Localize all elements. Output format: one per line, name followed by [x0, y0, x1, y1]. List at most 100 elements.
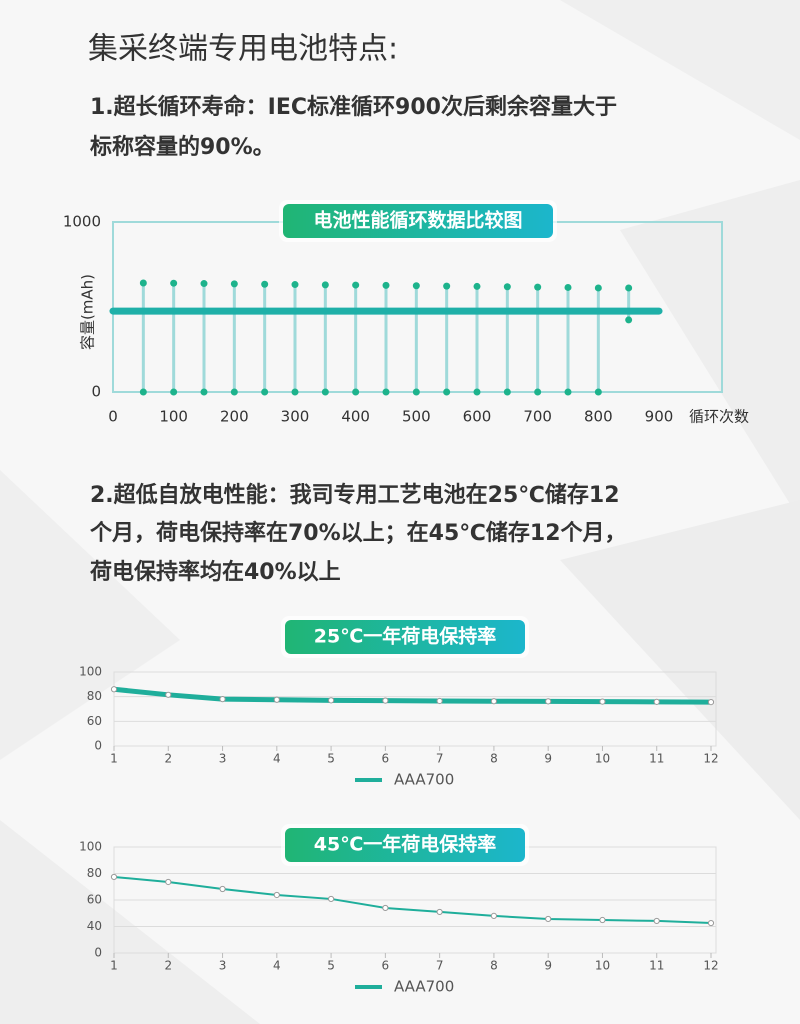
bg-shard	[0, 470, 180, 760]
high-marker	[321, 281, 329, 289]
y-tick-label: 80	[87, 866, 102, 880]
low-marker	[352, 388, 360, 396]
x-tick-label: 400	[341, 408, 370, 426]
low-marker	[443, 388, 451, 396]
y-tick-label: 0	[94, 739, 102, 753]
chart-title: 电池性能循环数据比较图	[313, 209, 522, 232]
bg-shard	[560, 500, 800, 820]
x-tick-label: 8	[490, 752, 498, 766]
x-tick-label: 12	[703, 752, 718, 766]
high-marker	[261, 280, 269, 288]
point-marker	[545, 698, 552, 705]
point-marker	[599, 698, 606, 705]
low-marker	[534, 388, 542, 396]
high-marker	[200, 280, 208, 288]
x-tick-label: 12	[703, 959, 718, 973]
point-line: 标称容量的90%。	[90, 134, 275, 160]
x-tick-label: 600	[463, 408, 492, 426]
low-marker	[261, 388, 269, 396]
x-tick-label: 1	[110, 752, 118, 766]
high-marker	[230, 280, 238, 288]
low-marker	[291, 388, 299, 396]
high-marker	[625, 284, 633, 292]
series-line	[113, 686, 712, 705]
low-marker	[200, 388, 208, 396]
point-marker	[165, 878, 172, 886]
low-marker	[170, 388, 178, 396]
high-marker	[564, 283, 572, 291]
point-marker	[165, 691, 172, 698]
low-marker	[412, 388, 420, 396]
legend-label: AAA700	[394, 978, 454, 996]
high-marker	[382, 281, 390, 289]
point-line: 2.超低自放电性能：我司专用工艺电池在25℃储存12	[90, 482, 620, 508]
high-marker	[473, 282, 481, 290]
point-marker	[490, 698, 498, 705]
point-marker	[490, 912, 498, 920]
x-tick-label: 8	[490, 959, 498, 973]
y-tick-label: 80	[87, 689, 102, 703]
high-marker	[139, 279, 147, 287]
chart-title-pill	[285, 620, 525, 654]
x-tick-label: 800	[584, 408, 613, 426]
x-tick-label: 5	[327, 752, 335, 766]
point-marker	[653, 917, 660, 925]
high-marker	[412, 282, 420, 290]
point-marker	[327, 895, 335, 903]
x-tick-label: 5	[327, 959, 335, 973]
point-line: 荷电保持率均在40%以上	[90, 559, 341, 585]
chart-title: 25℃一年荷电保持率	[314, 625, 496, 648]
bg-shard	[560, 0, 800, 140]
point-marker	[273, 891, 280, 899]
bg-shard	[620, 180, 800, 520]
x-tick-label: 3	[219, 959, 227, 973]
point-marker	[599, 916, 606, 924]
x-tick-label: 10	[595, 752, 610, 766]
point-marker	[327, 697, 335, 704]
x-tick-label: 3	[219, 752, 227, 766]
x-tick-label: 9	[544, 959, 552, 973]
high-marker	[594, 284, 602, 292]
point-marker	[110, 873, 118, 881]
point-marker	[273, 696, 280, 703]
low-marker	[139, 388, 147, 396]
x-tick-label: 6	[382, 752, 390, 766]
high-marker	[352, 281, 360, 289]
x-tick-label: 100	[159, 408, 188, 426]
y-tick-label: 0	[94, 946, 102, 960]
high-marker	[534, 283, 542, 291]
chart-title-pill	[283, 204, 553, 238]
low-marker	[473, 388, 481, 396]
legend-label: AAA700	[394, 771, 454, 789]
x-tick-label: 0	[108, 408, 118, 426]
point-marker	[436, 908, 443, 916]
x-tick-label: 7	[436, 752, 444, 766]
high-marker	[503, 283, 511, 291]
y-tick-label: 40	[87, 919, 102, 933]
point-marker	[653, 698, 660, 705]
point-marker	[219, 696, 226, 703]
low-marker	[564, 388, 572, 396]
x-tick-label: 4	[273, 752, 281, 766]
y-tick-label: 0	[91, 383, 101, 401]
point-marker	[707, 698, 715, 706]
point-line: 1.超长循环寿命：IEC标准循环900次后剩余容量大于	[90, 94, 617, 120]
point-marker	[707, 919, 715, 927]
x-tick-label: 11	[649, 752, 664, 766]
point-marker	[219, 885, 226, 893]
x-tick-label: 11	[649, 959, 664, 973]
low-marker	[382, 388, 390, 396]
y-tick-label: 100	[79, 665, 102, 679]
high-marker	[170, 279, 178, 287]
point-marker	[110, 686, 118, 693]
y-tick-label: 100	[79, 840, 102, 854]
x-tick-label: 300	[281, 408, 310, 426]
x-tick-label: 2	[164, 752, 172, 766]
y-tick-label: 1000	[63, 213, 101, 231]
x-tick-label: 4	[273, 959, 281, 973]
point-marker	[436, 697, 443, 705]
x-tick-label: 1	[110, 959, 118, 973]
y-tick-label: 60	[87, 893, 102, 907]
low-marker	[625, 316, 633, 324]
